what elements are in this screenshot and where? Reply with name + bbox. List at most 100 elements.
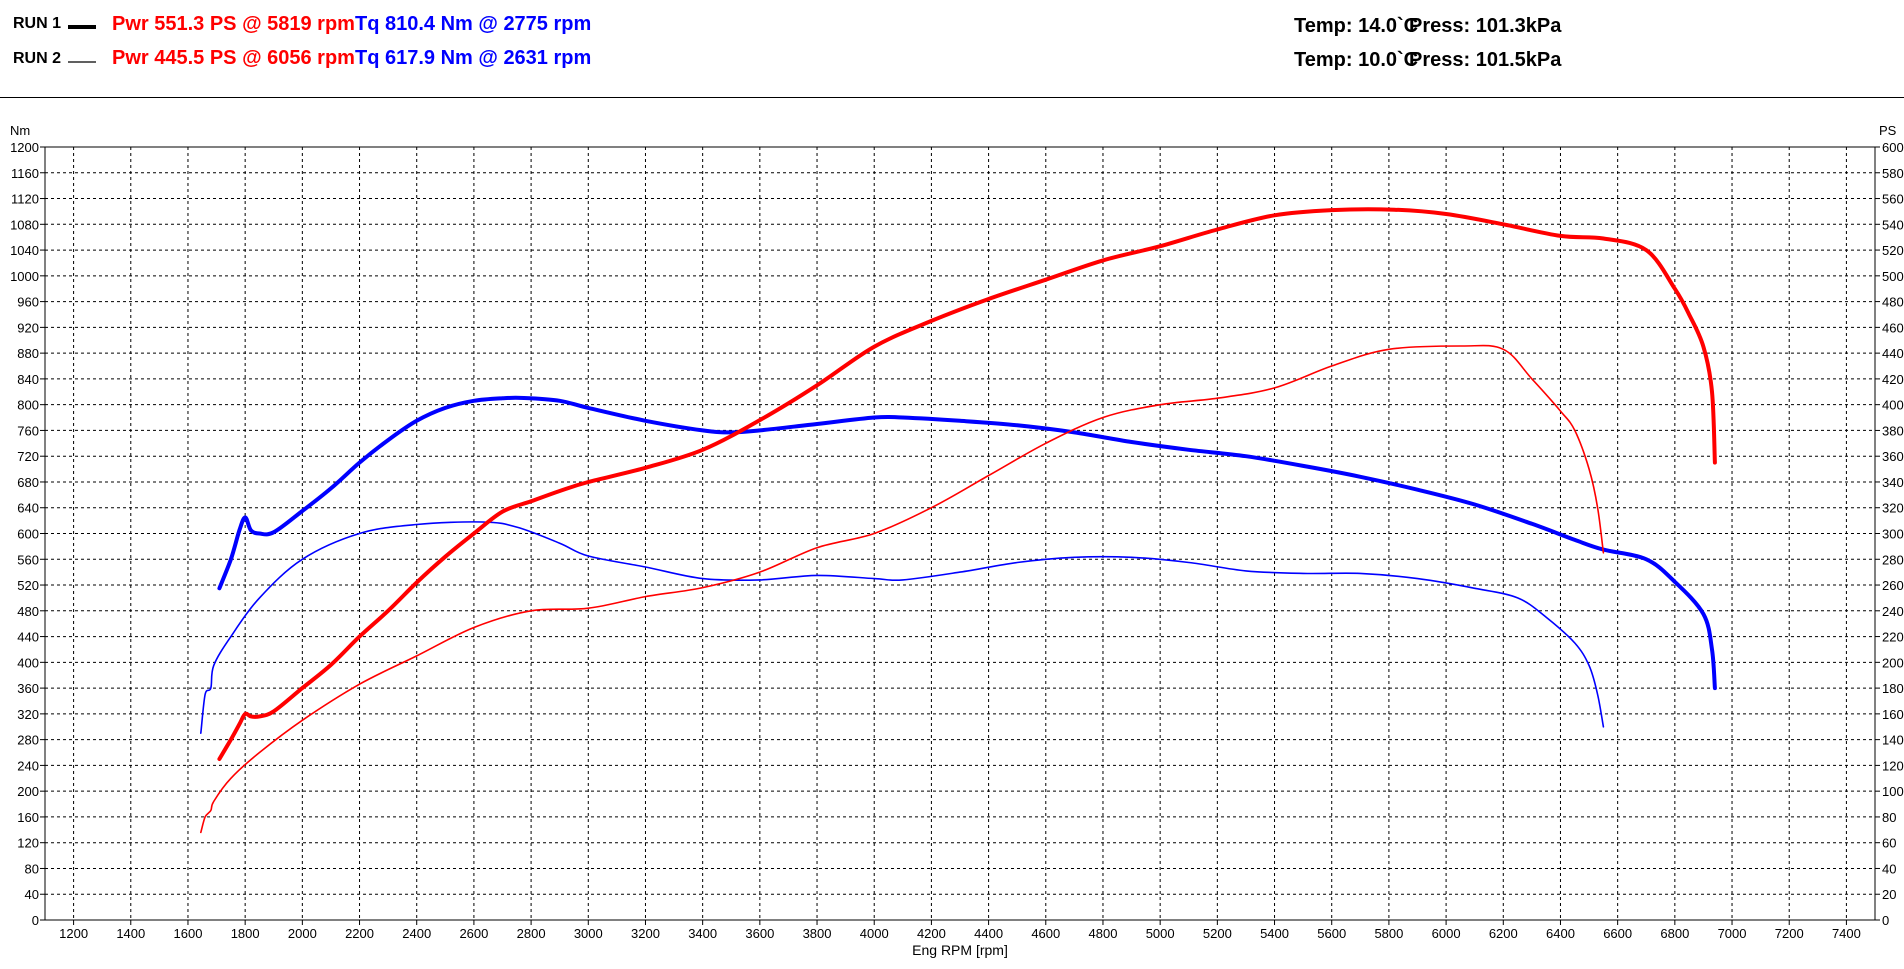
x-tick-label: 5400 [1260,926,1289,941]
y-left-tick-label: 200 [17,784,39,799]
y-right-tick-label: 20 [1882,887,1896,902]
y-right-tick-label: 280 [1882,552,1904,567]
series-run1-power-line [217,207,1717,761]
y-right-axis-title: PS [1879,123,1897,138]
y-right-tick-label: 600 [1882,140,1904,155]
x-tick-label: 6800 [1660,926,1689,941]
y-left-tick-label: 440 [17,630,39,645]
y-left-tick-label: 720 [17,449,39,464]
y-left-tick-label: 80 [25,861,39,876]
x-tick-label: 2000 [288,926,317,941]
x-tick-label: 2800 [517,926,546,941]
y-right-tick-label: 440 [1882,346,1904,361]
x-tick-label: 3200 [631,926,660,941]
x-tick-label: 6200 [1489,926,1518,941]
y-right-tick-label: 300 [1882,527,1904,542]
y-right-tick-label: 260 [1882,578,1904,593]
y-right-tick-label: 460 [1882,320,1904,335]
y-left-tick-label: 160 [17,810,39,825]
x-tick-label: 7400 [1832,926,1861,941]
x-tick-label: 5600 [1317,926,1346,941]
y-right-tick-label: 340 [1882,475,1904,490]
y-left-tick-label: 560 [17,552,39,567]
y-right-tick-label: 320 [1882,501,1904,516]
x-tick-label: 5200 [1203,926,1232,941]
x-tick-label: 6400 [1546,926,1575,941]
x-tick-label: 4200 [917,926,946,941]
y-left-tick-label: 400 [17,655,39,670]
y-left-tick-label: 640 [17,501,39,516]
x-tick-label: 6000 [1432,926,1461,941]
x-tick-label: 1400 [116,926,145,941]
run2-pressure: Press: 101.5kPa [1409,49,1562,71]
y-left-tick-label: 520 [17,578,39,593]
y-left-tick-label: 600 [17,527,39,542]
y-right-tick-label: 80 [1882,810,1896,825]
y-left-tick-label: 40 [25,887,39,902]
y-left-tick-label: 880 [17,346,39,361]
run2-power-summary: Pwr 445.5 PS @ 6056 rpm [112,47,355,69]
y-right-tick-label: 420 [1882,372,1904,387]
x-tick-label: 1600 [174,926,203,941]
y-right-tick-label: 520 [1882,243,1904,258]
y-right-tick-label: 560 [1882,192,1904,207]
y-right-tick-label: 40 [1882,861,1896,876]
series-run1-torque-line [217,395,1717,691]
y-left-tick-label: 1120 [11,192,39,207]
y-left-tick-label: 1040 [10,243,39,258]
y-right-tick-label: 580 [1882,166,1904,181]
y-right-tick-label: 240 [1882,604,1904,619]
x-tick-label: 4600 [1031,926,1060,941]
y-left-tick-label: 120 [17,836,39,851]
y-left-tick-label: 1000 [10,269,39,284]
y-left-tick-label: 480 [17,604,39,619]
y-left-tick-label: 360 [17,681,39,696]
x-tick-label: 1800 [231,926,260,941]
x-tick-label: 4400 [974,926,1003,941]
y-right-tick-label: 60 [1882,836,1896,851]
x-tick-label: 4800 [1089,926,1118,941]
y-left-tick-label: 840 [17,372,39,387]
y-left-tick-label: 920 [17,320,39,335]
x-tick-label: 5800 [1374,926,1403,941]
y-right-tick-label: 140 [1882,733,1904,748]
y-left-tick-label: 280 [17,733,39,748]
y-right-tick-label: 0 [1882,913,1889,928]
run2-label: RUN 2 [13,50,62,67]
y-right-tick-label: 540 [1882,217,1904,232]
x-tick-label: 3400 [688,926,717,941]
run2-temperature: Temp: 10.0`C [1294,49,1419,71]
y-left-tick-label: 760 [17,423,39,438]
x-tick-label: 2600 [459,926,488,941]
y-left-tick-label: 320 [17,707,39,722]
run1-torque-summary: Tq 810.4 Nm @ 2775 rpm [355,13,592,35]
y-left-tick-label: 1200 [10,140,39,155]
y-left-tick-label: 0 [32,913,39,928]
header-divider [0,97,1904,98]
y-right-tick-label: 200 [1882,655,1904,670]
x-tick-label: 3600 [745,926,774,941]
x-tick-label: 5000 [1146,926,1175,941]
y-left-axis-title: Nm [10,123,30,138]
y-left-tick-label: 1160 [11,166,39,181]
x-tick-label: 2200 [345,926,374,941]
run1-pressure: Press: 101.3kPa [1409,15,1562,37]
series-run2-torque-line [200,521,1605,734]
y-right-tick-label: 480 [1882,295,1904,310]
x-tick-label: 3800 [803,926,832,941]
x-tick-label: 6600 [1603,926,1632,941]
x-tick-label: 3000 [574,926,603,941]
x-tick-label: 2400 [402,926,431,941]
run1-label: RUN 1 [13,15,62,32]
y-right-tick-label: 380 [1882,423,1904,438]
y-right-tick-label: 360 [1882,449,1904,464]
x-tick-label: 7000 [1718,926,1747,941]
run1-power-summary: Pwr 551.3 PS @ 5819 rpm [112,13,355,35]
x-tick-label: 1200 [59,926,88,941]
series-run2-power-line [200,344,1605,834]
x-tick-label: 4000 [860,926,889,941]
y-left-tick-label: 680 [17,475,39,490]
y-right-tick-label: 100 [1882,784,1904,799]
y-left-tick-label: 960 [17,295,39,310]
